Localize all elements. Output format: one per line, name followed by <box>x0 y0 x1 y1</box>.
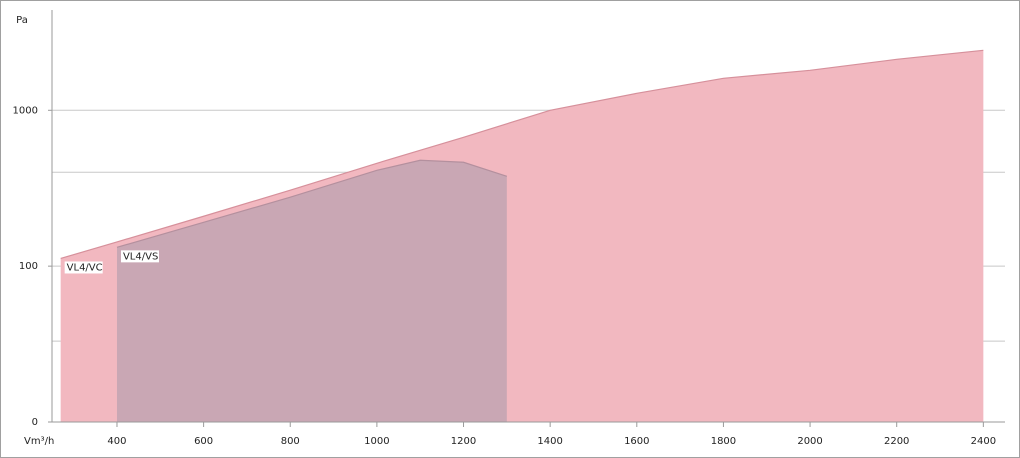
area-line <box>60 49 984 260</box>
x-tick-label: 1200 <box>451 436 476 447</box>
x-tick-label: 2000 <box>797 436 822 447</box>
area-line <box>116 159 508 248</box>
area <box>116 160 507 422</box>
y-tick-label: 100 <box>19 261 38 272</box>
x-tick-label: 2400 <box>971 436 996 447</box>
x-tick-label: 2200 <box>884 436 909 447</box>
series-label: VL4/VC <box>67 262 103 273</box>
series-label: VL4/VS <box>123 251 158 262</box>
y-tick-label: 0 <box>32 417 38 428</box>
series-label-box <box>120 250 159 263</box>
y-tick-label: 1000 <box>13 105 38 116</box>
y-axis-label: Pa <box>16 15 28 26</box>
x-tick-label: 600 <box>194 436 213 447</box>
x-tick-label: 1600 <box>624 436 649 447</box>
x-tick-label: 1800 <box>711 436 736 447</box>
series-label-box <box>64 261 103 274</box>
x-axis-label: Vm³/h <box>24 436 54 447</box>
x-tick-label: 1000 <box>364 436 389 447</box>
x-tick-label: 400 <box>107 436 126 447</box>
x-tick-label: 1400 <box>537 436 562 447</box>
x-tick-label: 800 <box>281 436 300 447</box>
